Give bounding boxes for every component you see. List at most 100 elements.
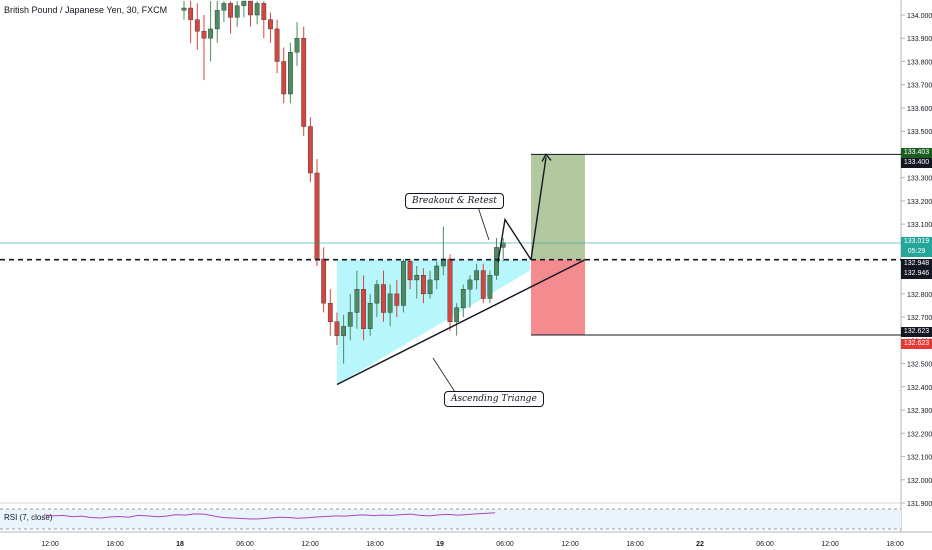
resistance-tag-b: 132.946 — [901, 269, 932, 279]
projection-arrow — [530, 157, 547, 260]
y-tick-label: 134.000 — [907, 13, 932, 20]
candle-body[interactable] — [294, 38, 300, 53]
candle-body[interactable] — [341, 326, 346, 336]
y-tick-label: 133.100 — [907, 222, 932, 229]
y-tick-label: 132.500 — [907, 362, 932, 369]
target-level-tag: 133.400 — [901, 158, 932, 168]
candle-body[interactable] — [248, 0, 253, 16]
candle-body[interactable] — [374, 284, 380, 304]
stop-price-tag: 132.623 — [901, 339, 932, 349]
candle-body[interactable] — [347, 312, 353, 327]
x-tick-label: 18:00 — [626, 541, 644, 548]
candle-body[interactable] — [194, 19, 200, 32]
candle-body[interactable] — [354, 289, 360, 313]
candle-body[interactable] — [401, 261, 406, 306]
candle-body[interactable] — [181, 7, 187, 11]
y-tick-label: 133.300 — [907, 176, 932, 183]
candle-body[interactable] — [208, 28, 213, 39]
x-tick-label: 12:00 — [821, 541, 839, 548]
x-tick-label: 19 — [436, 541, 444, 548]
candle-body[interactable] — [467, 279, 473, 290]
candle-body[interactable] — [314, 172, 320, 260]
chart-title: British Pound / Japanese Yen, 30, FXCM — [4, 5, 168, 15]
x-tick-label: 12:00 — [561, 541, 579, 548]
candle-body[interactable] — [454, 307, 460, 322]
y-tick-label: 133.600 — [907, 106, 932, 113]
x-tick-label: 06:00 — [236, 541, 254, 548]
candle-body[interactable] — [407, 261, 413, 281]
x-tick-label: 12:00 — [41, 541, 59, 548]
y-tick-label: 133.700 — [907, 83, 932, 90]
candle-body[interactable] — [301, 38, 307, 127]
loss-zone[interactable] — [531, 259, 585, 335]
profit-zone[interactable] — [531, 154, 585, 260]
candle-body[interactable] — [394, 293, 400, 306]
candle-body[interactable] — [321, 258, 327, 304]
resistance-tag-a: 132.948 — [901, 259, 932, 269]
arrow-head — [541, 153, 552, 162]
breakout-retest-label[interactable]: Breakout & Retest — [405, 193, 504, 209]
candle-body[interactable] — [421, 275, 426, 295]
y-tick-label: 132.100 — [907, 455, 932, 462]
candle-body[interactable] — [414, 275, 420, 281]
candle-body[interactable] — [274, 28, 280, 62]
candle-body[interactable] — [480, 270, 486, 299]
y-tick-label: 133.800 — [907, 59, 932, 66]
y-tick-label: 132.400 — [907, 385, 932, 392]
triangle-support-line[interactable] — [336, 259, 586, 386]
candle-body[interactable] — [214, 10, 220, 30]
candle-body[interactable] — [434, 265, 440, 281]
candle-body[interactable] — [234, 5, 240, 18]
countdown-tag: 05:29 — [901, 247, 932, 257]
retest-path — [497, 217, 532, 263]
ascending-triangle-label[interactable]: Ascending Triange — [444, 391, 544, 407]
rsi-indicator-label[interactable]: RSI (7, close) — [4, 513, 53, 522]
triangle-callout-line — [432, 357, 456, 393]
x-tick-label: 18:00 — [886, 541, 904, 548]
candle-body[interactable] — [361, 289, 366, 329]
candle-body[interactable] — [327, 302, 333, 322]
x-tick-label: 06:00 — [496, 541, 514, 548]
candle-body[interactable] — [474, 270, 479, 281]
candle-body[interactable] — [201, 31, 207, 39]
candle-body[interactable] — [261, 3, 267, 20]
rsi-band — [0, 509, 901, 529]
y-tick-label: 132.000 — [907, 478, 932, 485]
candle-body[interactable] — [427, 279, 433, 295]
candle-body[interactable] — [381, 284, 386, 313]
stop-level-tag: 132.623 — [901, 327, 932, 337]
target-price-tag: 133.403 — [901, 148, 932, 158]
current-price-tag: 133.019 — [901, 237, 932, 247]
y-tick-label: 133.500 — [907, 129, 932, 136]
y-tick-label: 133.200 — [907, 199, 932, 206]
candle-body[interactable] — [487, 275, 493, 299]
candle-body[interactable] — [460, 289, 466, 309]
candle-body[interactable] — [254, 3, 260, 16]
x-tick-label: 18:00 — [106, 541, 124, 548]
candle-body[interactable] — [307, 126, 313, 174]
y-tick-label: 131.900 — [907, 501, 932, 508]
candle-body[interactable] — [188, 7, 194, 20]
x-tick-label: 18:00 — [366, 541, 384, 548]
candle-body[interactable] — [288, 51, 293, 95]
candle-body[interactable] — [268, 19, 273, 30]
candle-body[interactable] — [334, 321, 340, 336]
candle-body[interactable] — [228, 3, 233, 18]
candle-body[interactable] — [447, 258, 453, 322]
x-tick-label: 22 — [696, 541, 704, 548]
x-tick-label: 18 — [176, 541, 184, 548]
rsi-line[interactable] — [43, 512, 496, 520]
y-tick-label: 132.300 — [907, 408, 932, 415]
y-tick-label: 132.800 — [907, 292, 932, 299]
candle-body[interactable] — [241, 0, 247, 6]
candle-body[interactable] — [387, 293, 393, 313]
candle-body[interactable] — [367, 302, 373, 329]
candle-body[interactable] — [221, 3, 227, 11]
candle-body[interactable] — [281, 61, 287, 95]
x-tick-label: 12:00 — [301, 541, 319, 548]
y-tick-label: 132.700 — [907, 315, 932, 322]
x-tick-label: 06:00 — [756, 541, 774, 548]
y-tick-label: 132.200 — [907, 431, 932, 438]
